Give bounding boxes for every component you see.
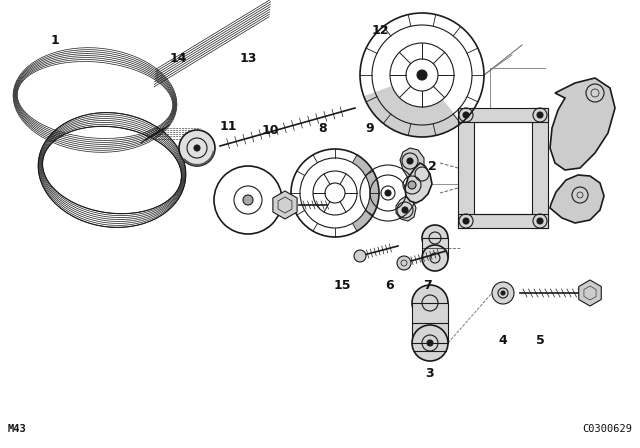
Circle shape <box>179 130 215 166</box>
Text: 2: 2 <box>428 159 436 172</box>
Polygon shape <box>550 175 604 223</box>
Wedge shape <box>353 155 379 231</box>
Circle shape <box>572 187 588 203</box>
Polygon shape <box>458 108 548 122</box>
Polygon shape <box>422 238 448 258</box>
Polygon shape <box>579 280 601 306</box>
Circle shape <box>422 245 448 271</box>
Circle shape <box>463 112 469 118</box>
Circle shape <box>243 195 253 205</box>
Circle shape <box>586 84 604 102</box>
Circle shape <box>408 181 416 189</box>
Circle shape <box>407 158 413 164</box>
Polygon shape <box>532 108 548 228</box>
Circle shape <box>417 70 427 80</box>
Text: 12: 12 <box>371 23 388 36</box>
Circle shape <box>492 282 514 304</box>
Text: M43: M43 <box>8 424 27 434</box>
Circle shape <box>537 112 543 118</box>
Polygon shape <box>396 196 416 221</box>
Circle shape <box>427 340 433 346</box>
Polygon shape <box>550 78 615 170</box>
Text: 6: 6 <box>386 279 394 292</box>
Circle shape <box>402 207 408 213</box>
Polygon shape <box>405 163 432 203</box>
Circle shape <box>354 250 366 262</box>
Text: 9: 9 <box>365 121 374 134</box>
Polygon shape <box>458 214 548 228</box>
Polygon shape <box>412 303 448 343</box>
Circle shape <box>412 325 448 361</box>
Circle shape <box>463 218 469 224</box>
Polygon shape <box>273 191 297 219</box>
Circle shape <box>385 190 391 196</box>
Text: 5: 5 <box>536 333 545 346</box>
Circle shape <box>412 285 448 321</box>
Circle shape <box>397 256 411 270</box>
Text: 13: 13 <box>239 52 257 65</box>
Text: 11: 11 <box>220 120 237 133</box>
Circle shape <box>422 225 448 251</box>
Polygon shape <box>400 148 424 178</box>
Circle shape <box>501 291 505 295</box>
Text: 15: 15 <box>333 279 351 292</box>
Text: 4: 4 <box>499 333 508 346</box>
Text: 3: 3 <box>426 366 435 379</box>
Text: 8: 8 <box>319 121 327 134</box>
Text: 14: 14 <box>169 52 187 65</box>
Circle shape <box>537 218 543 224</box>
Text: 1: 1 <box>51 34 60 47</box>
Polygon shape <box>458 108 474 228</box>
Circle shape <box>194 145 200 151</box>
Wedge shape <box>364 86 462 137</box>
Text: 7: 7 <box>424 279 433 292</box>
Text: C0300629: C0300629 <box>582 424 632 434</box>
Text: 10: 10 <box>261 124 279 137</box>
